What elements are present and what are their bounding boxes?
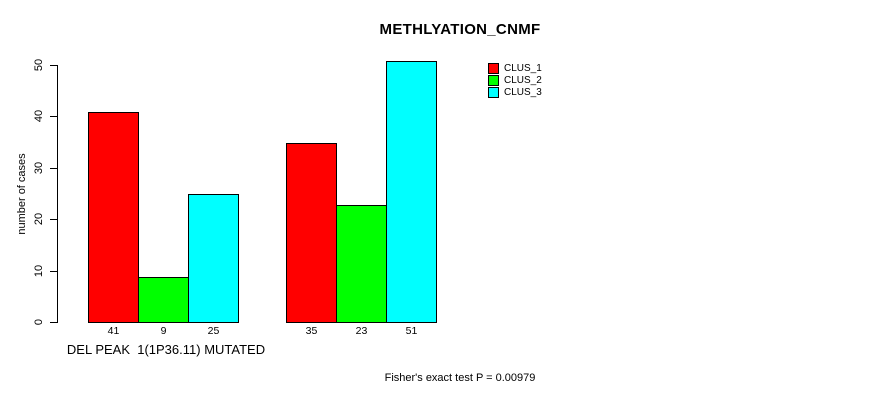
legend: CLUS_1 CLUS_2 CLUS_3 bbox=[488, 62, 542, 99]
y-tick-label: 20 bbox=[33, 212, 45, 226]
legend-swatch-icon bbox=[488, 62, 499, 74]
y-tick-label: 40 bbox=[33, 109, 45, 123]
y-tick-label: 10 bbox=[33, 264, 45, 278]
bar-value-label: 25 bbox=[207, 325, 220, 337]
bar-clus_2-group2 bbox=[336, 205, 387, 323]
y-tick-mark bbox=[50, 168, 57, 169]
x-group-label: DEL PEAK 1(1P36.11) MUTATED bbox=[66, 342, 266, 357]
fisher-test-annotation: Fisher's exact test P = 0.00979 bbox=[384, 372, 536, 384]
bar-value-label: 35 bbox=[305, 325, 318, 337]
legend-row-clus_2: CLUS_2 bbox=[488, 74, 542, 87]
y-tick-mark bbox=[50, 65, 57, 66]
bar-clus_2-group1 bbox=[138, 277, 189, 323]
y-tick-mark bbox=[50, 116, 57, 117]
bar-value-label: 9 bbox=[160, 325, 167, 337]
legend-label: CLUS_1 bbox=[504, 62, 542, 74]
legend-swatch-icon bbox=[488, 87, 499, 99]
legend-label: CLUS_2 bbox=[504, 75, 542, 87]
bar-value-label: 51 bbox=[405, 325, 418, 337]
y-tick-mark bbox=[50, 271, 57, 272]
legend-swatch-icon bbox=[488, 75, 499, 87]
bar-clus_1-group2 bbox=[286, 143, 337, 323]
y-tick-mark bbox=[50, 219, 57, 220]
bar-clus_3-group2 bbox=[386, 61, 437, 323]
legend-row-clus_3: CLUS_3 bbox=[488, 87, 542, 99]
bar-clus_1-group1 bbox=[88, 112, 139, 323]
y-tick-label: 50 bbox=[33, 58, 45, 72]
y-tick-label: 30 bbox=[33, 161, 45, 175]
y-axis-line bbox=[57, 65, 58, 323]
legend-label: CLUS_3 bbox=[504, 87, 542, 99]
bar-value-label: 41 bbox=[107, 325, 120, 337]
legend-row-clus_1: CLUS_1 bbox=[488, 62, 542, 74]
y-axis-title: number of cases bbox=[16, 153, 28, 235]
bar-clus_3-group1 bbox=[188, 194, 239, 323]
y-tick-label: 0 bbox=[33, 318, 45, 326]
y-tick-mark bbox=[50, 322, 57, 323]
chart-title: METHLYATION_CNMF bbox=[379, 21, 541, 38]
bar-value-label: 23 bbox=[355, 325, 368, 337]
